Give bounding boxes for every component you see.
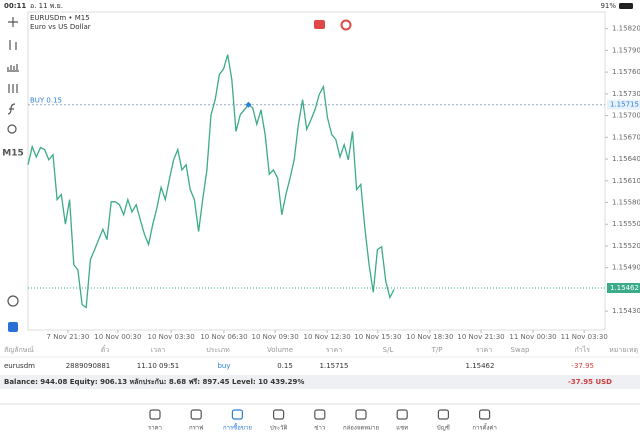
x-tick-label: 10 Nov 06:30	[200, 333, 247, 341]
column-header: S/L	[383, 346, 394, 354]
price-line	[27, 54, 395, 309]
cell-symbol[interactable]: eurusdm	[4, 362, 35, 370]
crosshair-tool[interactable]	[8, 17, 18, 27]
chart-type-tool[interactable]	[9, 40, 17, 50]
summary-bar	[0, 375, 640, 389]
entry-marker	[245, 101, 252, 108]
tab-icon[interactable]	[314, 409, 326, 420]
tab-label[interactable]: การตั้งค่า	[472, 422, 496, 432]
tab-icon[interactable]	[273, 409, 285, 420]
buy-price-label: 1.15715	[610, 101, 639, 109]
y-tick-label: 1.15490	[612, 264, 640, 272]
x-tick-label: 10 Nov 00:30	[94, 333, 141, 341]
tab-label[interactable]: กราฟ	[189, 425, 203, 432]
x-tick-label: 10 Nov 15:30	[354, 333, 401, 341]
y-tick-label: 1.15730	[612, 90, 640, 98]
x-tick-label: 10 Nov 21:30	[457, 333, 504, 341]
tab-label[interactable]: ราคา	[148, 425, 162, 432]
cell-ticket[interactable]: 2889090881	[66, 362, 111, 370]
tab-label[interactable]: ข่าว	[314, 425, 325, 432]
tab-icon[interactable]	[190, 409, 202, 420]
x-tick-label: 7 Nov 21:30	[47, 333, 90, 341]
column-header: ประเภท	[206, 346, 230, 354]
tab-icon[interactable]	[231, 409, 243, 420]
buy-line-label: BUY 0.15	[30, 97, 62, 105]
column-header: T/P	[431, 346, 443, 354]
indicators-tool[interactable]	[7, 64, 19, 72]
y-tick-label: 1.15430	[612, 307, 640, 315]
y-tick-label: 1.15700	[612, 112, 640, 120]
chart-frame	[27, 11, 606, 331]
cell-volume[interactable]: 0.15	[277, 362, 293, 370]
buy-price-box	[607, 99, 640, 110]
x-tick-label: 11 Nov 03:30	[561, 333, 608, 341]
summary-text: Balance: 944.08 Equity: 906.13 หลักประกั…	[4, 378, 304, 386]
one-click-trading[interactable]	[8, 322, 18, 332]
y-tick-label: 1.15580	[612, 199, 640, 207]
tab-icon[interactable]	[479, 409, 491, 420]
x-tick-label: 10 Nov 09:30	[252, 333, 299, 341]
tab-icon[interactable]	[396, 409, 408, 420]
zoom-tool[interactable]	[7, 295, 19, 307]
column-header: Swap	[511, 346, 530, 354]
y-tick-label: 1.15550	[612, 220, 640, 228]
cell-profit[interactable]: -37.95	[571, 362, 594, 370]
cell-type[interactable]: buy	[217, 362, 230, 370]
status-date: อ. 11 พ.ย.	[30, 2, 63, 10]
y-tick-label: 1.15670	[612, 133, 640, 141]
column-header: หมายเหตุ	[609, 346, 638, 354]
chart-title: EURUSDm • M15	[30, 14, 90, 22]
status-time: 00:11	[4, 2, 26, 10]
y-tick-label: 1.15640	[612, 155, 640, 163]
column-header: กำไร	[575, 345, 591, 354]
current-price-box	[607, 282, 640, 293]
shapes-tool[interactable]	[7, 124, 17, 134]
column-header: ราคา	[476, 346, 492, 354]
tab-label[interactable]: บัญชี	[437, 424, 450, 432]
status-battery: 91%	[600, 2, 616, 10]
tab-label[interactable]: กล่องจดหมาย	[343, 425, 379, 432]
y-tick-label: 1.15520	[612, 242, 640, 250]
x-tick-label: 10 Nov 12:30	[304, 333, 351, 341]
column-header: สัญลักษณ์	[4, 346, 34, 354]
functions-tool[interactable]	[7, 103, 16, 115]
column-header: Volume	[267, 346, 293, 354]
tab-icon[interactable]	[437, 409, 449, 420]
sell-button[interactable]	[314, 20, 325, 29]
tab-label[interactable]: ประวัติ	[270, 425, 288, 432]
y-tick-label: 1.15790	[612, 46, 640, 54]
buy-button[interactable]	[340, 19, 352, 31]
column-header: ราคา	[326, 346, 342, 354]
x-tick-label: 11 Nov 00:30	[509, 333, 556, 341]
y-tick-label: 1.15610	[612, 177, 640, 185]
tab-label[interactable]: แชท	[396, 425, 408, 432]
tab-icon[interactable]	[149, 409, 161, 420]
column-header: เวลา	[151, 346, 166, 354]
tab-icon[interactable]	[355, 409, 367, 420]
x-tick-label: 10 Nov 18:30	[406, 333, 453, 341]
current-price-label: 1.15462	[610, 284, 639, 292]
x-tick-label: 10 Nov 03:30	[148, 333, 195, 341]
objects-tool[interactable]	[8, 84, 18, 93]
battery-icon	[619, 3, 633, 9]
tab-label[interactable]: การซื้อขาย	[223, 422, 252, 432]
summary-profit: -37.95 USD	[568, 378, 612, 386]
cell-price[interactable]: 1.15462	[466, 362, 495, 370]
cell-open-price[interactable]: 1.15715	[320, 362, 349, 370]
column-header: ตั๋ว	[101, 345, 110, 354]
sidebar	[7, 17, 19, 332]
cell-time[interactable]: 11.10 09:51	[137, 362, 179, 370]
y-tick-label: 1.15820	[612, 25, 640, 33]
chart-subtitle: Euro vs US Dollar	[30, 23, 91, 31]
timeframe[interactable]: M15	[2, 149, 23, 159]
y-tick-label: 1.15760	[612, 68, 640, 76]
